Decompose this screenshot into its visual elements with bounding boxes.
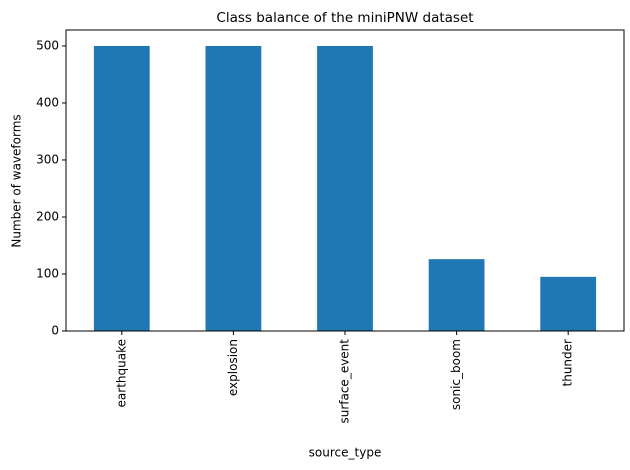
y-tick-label: 400: [36, 95, 59, 109]
x-tick-label: explosion: [226, 339, 240, 396]
bar: [317, 45, 373, 331]
x-tick-label: surface_event: [338, 339, 352, 424]
x-tick-label: sonic_boom: [449, 339, 463, 410]
bar: [93, 45, 150, 331]
plot-frame: [65, 29, 625, 332]
bar: [540, 276, 597, 331]
x-axis-label: source_type: [309, 446, 382, 460]
y-axis-label: Number of waveforms: [10, 114, 24, 247]
y-tick-label: 100: [36, 266, 59, 280]
x-tick-label: thunder: [561, 339, 575, 387]
bar: [205, 45, 262, 331]
y-tick-label: 500: [36, 38, 59, 52]
y-tick-label: 0: [51, 324, 59, 338]
x-tick-label: earthquake: [114, 339, 128, 407]
chart-title: Class balance of the miniPNW dataset: [216, 10, 473, 26]
bar: [428, 259, 485, 331]
y-tick-label: 300: [36, 152, 59, 166]
y-tick-label: 200: [36, 209, 59, 223]
